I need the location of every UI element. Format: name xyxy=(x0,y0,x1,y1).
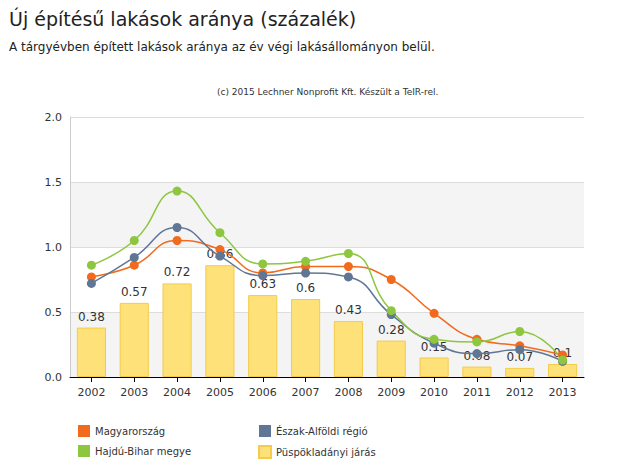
svg-text:(c) 2015 Lechner Nonprofit Kft: (c) 2015 Lechner Nonprofit Kft. Készült … xyxy=(217,87,438,97)
svg-text:0.07: 0.07 xyxy=(506,349,534,364)
svg-text:2002: 2002 xyxy=(77,386,105,399)
svg-text:1.5: 1.5 xyxy=(45,176,63,189)
svg-text:0.5: 0.5 xyxy=(45,306,63,319)
svg-text:2007: 2007 xyxy=(292,386,320,399)
svg-text:0.86: 0.86 xyxy=(206,247,234,262)
svg-text:Észak-Alföldi régió: Észak-Alföldi régió xyxy=(276,425,368,437)
svg-text:0.38: 0.38 xyxy=(78,310,105,324)
svg-text:2011: 2011 xyxy=(463,386,491,399)
svg-text:0.43: 0.43 xyxy=(335,303,362,317)
svg-text:0.08: 0.08 xyxy=(464,349,491,363)
svg-text:Püspökladányi járás: Püspökladányi járás xyxy=(276,447,376,458)
svg-text:Hajdú-Bihar megye: Hajdú-Bihar megye xyxy=(95,446,191,457)
svg-text:2005: 2005 xyxy=(206,386,234,399)
svg-text:2008: 2008 xyxy=(334,386,362,399)
svg-text:2004: 2004 xyxy=(163,386,191,399)
svg-text:2.0: 2.0 xyxy=(45,111,63,124)
svg-text:0.28: 0.28 xyxy=(378,323,405,337)
svg-text:0.0: 0.0 xyxy=(45,371,63,384)
svg-text:A tárgyévben épített lakások a: A tárgyévben épített lakások aránya az é… xyxy=(9,40,435,54)
svg-text:2012: 2012 xyxy=(506,386,534,399)
svg-text:2006: 2006 xyxy=(249,386,277,399)
svg-text:0.57: 0.57 xyxy=(121,285,148,299)
svg-text:1.0: 1.0 xyxy=(45,241,63,254)
svg-text:0.72: 0.72 xyxy=(164,265,191,279)
svg-text:2009: 2009 xyxy=(377,386,405,399)
svg-text:2013: 2013 xyxy=(549,386,577,399)
svg-text:0.15: 0.15 xyxy=(420,339,448,354)
svg-text:0.6: 0.6 xyxy=(296,281,315,295)
svg-text:Magyarország: Magyarország xyxy=(95,426,165,437)
svg-text:0.1: 0.1 xyxy=(553,346,573,360)
svg-text:2003: 2003 xyxy=(120,386,148,399)
svg-text:0.63: 0.63 xyxy=(249,277,277,292)
svg-text:Új építésű lakások aránya (szá: Új építésű lakások aránya (százalék) xyxy=(9,7,356,30)
svg-text:2010: 2010 xyxy=(420,386,448,399)
